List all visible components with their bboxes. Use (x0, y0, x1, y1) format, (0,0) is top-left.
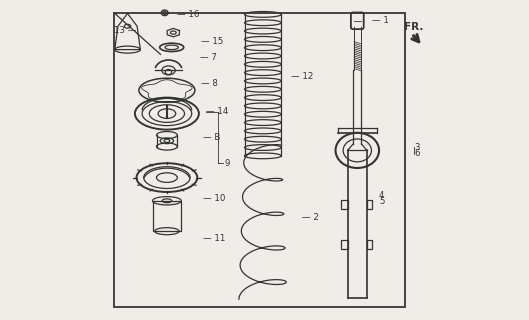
Bar (367, 240, 372, 249)
Bar (152, 201, 181, 231)
Text: 6: 6 (414, 149, 419, 158)
Text: — 14: — 14 (206, 108, 229, 116)
Text: FR.: FR. (404, 22, 423, 32)
Bar (341, 200, 348, 209)
Text: — 12: — 12 (291, 72, 314, 81)
Text: — 1: — 1 (372, 16, 389, 25)
Text: 5: 5 (379, 197, 385, 206)
Text: — 11: — 11 (203, 234, 225, 243)
Text: — 2: — 2 (302, 213, 319, 222)
Text: 4: 4 (379, 191, 385, 200)
Text: 9: 9 (224, 159, 230, 168)
Text: 13 —: 13 — (114, 26, 136, 35)
Text: — 16: — 16 (177, 10, 200, 19)
Text: — 10: — 10 (203, 194, 225, 203)
Text: — 8: — 8 (202, 79, 218, 88)
Bar (367, 200, 372, 209)
Text: — 15: — 15 (202, 37, 224, 46)
Text: 3: 3 (414, 143, 419, 152)
Bar (341, 240, 348, 249)
Text: — B: — B (203, 133, 221, 142)
Text: — 7: — 7 (200, 53, 217, 62)
